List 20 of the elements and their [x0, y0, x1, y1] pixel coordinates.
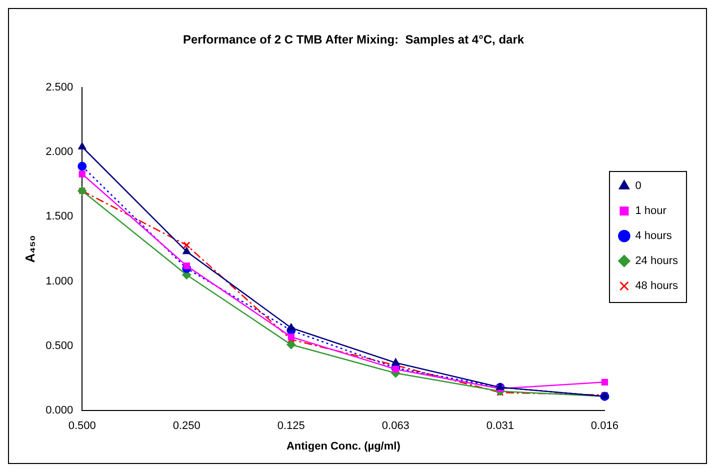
legend-label: 1 hour: [635, 205, 667, 218]
legend-label: 24 hours: [635, 255, 678, 268]
x-axis-title: Antigen Conc. (µg/ml): [286, 440, 401, 452]
legend-label: 0: [635, 180, 642, 192]
x-tick-label: 0.250: [172, 420, 200, 432]
chart-title: Performance of 2 C TMB After Mixing: Samples at 4°C, dark: [182, 32, 524, 47]
y-tick-label: 1.500: [46, 210, 74, 223]
y-tick-label: 0.500: [46, 340, 74, 352]
x-tick-label: 0.125: [277, 420, 305, 432]
y-tick-label: 2.500: [46, 81, 74, 94]
y-tick-label: 1.000: [46, 275, 74, 288]
y-axis-title: A₄₅₀: [22, 235, 38, 263]
y-tick-label: 2.000: [46, 146, 74, 158]
legend-label: 48 hours: [635, 280, 678, 292]
x-tick-label: 0.016: [590, 420, 618, 432]
legend-label: 4 hours: [635, 230, 672, 242]
y-tick-label: 0.000: [46, 404, 74, 417]
x-tick-label: 0.500: [68, 420, 96, 432]
x-tick-label: 0.031: [486, 420, 514, 432]
x-tick-label: 0.063: [382, 420, 410, 432]
